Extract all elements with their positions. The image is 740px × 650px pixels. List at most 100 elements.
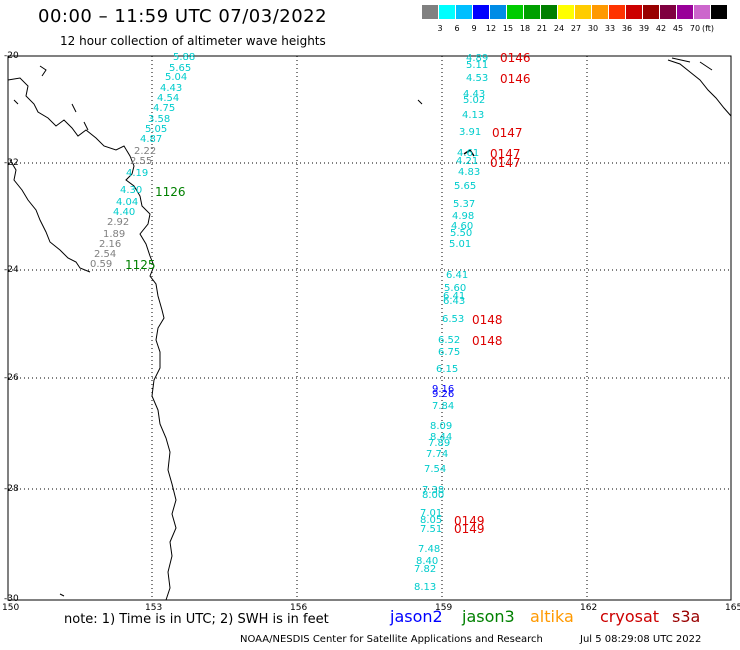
longitude-label: 150 [2,603,20,613]
color-swatch [643,5,659,19]
wave-height-reading: 5.37 [453,199,476,210]
australia-coastline [7,77,177,601]
wave-height-reading: 7.82 [414,564,437,575]
latitude-label: -24 [4,265,19,275]
wave-height-reading: 2.55 [130,156,153,167]
wave-height-reading: 3.58 [148,114,171,125]
satellite-legend-altika: altika [530,607,574,626]
longitude-label: 156 [290,603,308,613]
wave-height-reading: 4.87 [140,134,163,145]
longitude-label: 162 [580,603,598,613]
pass-number-label: 0146 [500,51,531,65]
wave-height-reading: 2.92 [107,217,130,228]
color-legend-label: 42 [655,24,667,33]
pass-number-label: 0149 [454,522,485,536]
wave-height-reading: 5.88 [173,52,196,63]
wave-height-reading: 5.60 [444,283,467,294]
wave-height-reading: 8.40 [416,556,439,567]
color-swatch [507,5,523,19]
color-swatch [626,5,642,19]
color-swatch [456,5,472,19]
wave-height-reading: 5.65 [454,181,477,192]
satellite-legend-jason3: jason3 [462,607,515,626]
color-swatch [575,5,591,19]
color-swatch [439,5,455,19]
satellite-legend-jason2: jason2 [390,607,443,626]
wave-height-reading: 2.16 [99,239,122,250]
map-subtitle: 12 hour collection of altimeter wave hei… [60,34,326,48]
color-legend-label: 18 [519,24,531,33]
wave-height-reading: 5.01 [449,239,472,250]
wave-height-reading: 5.11 [466,60,489,71]
pass-number-label: 0146 [500,72,531,86]
color-swatch [524,5,540,19]
wave-height-reading: 6.75 [438,347,461,358]
wave-height-reading: 7.48 [418,544,441,555]
color-legend-label: 27 [570,24,582,33]
wave-height-reading: 7.51 [420,524,443,535]
color-swatch [558,5,574,19]
color-swatch [660,5,676,19]
wave-height-reading: 3.91 [459,127,482,138]
wave-height-reading: 4.61 [457,148,480,159]
wave-height-reading: 8.44 [430,432,453,443]
wave-height-reading: 4.21 [456,156,479,167]
latitude-label: -26 [4,373,19,383]
color-swatch [473,5,489,19]
credit-text: NOAA/NESDIS Center for Satellite Applica… [240,634,543,645]
longitude-label: 159 [435,603,453,613]
pass-number-label: 0147 [492,126,523,140]
wave-height-reading: 7.89 [428,438,451,449]
color-swatch [490,5,506,19]
color-swatch [711,5,727,19]
wave-height-reading: 4.75 [153,103,176,114]
color-swatch [609,5,625,19]
wave-height-reading: 5.65 [169,63,192,74]
wave-height-reading: 7.74 [426,449,449,460]
color-swatch [541,5,557,19]
map-frame [7,55,732,601]
island-outline [13,65,89,131]
wave-height-reading: 6.15 [436,364,459,375]
color-legend-label: 33 [604,24,616,33]
wave-height-reading: 5.05 [145,124,168,135]
wave-height-reading: 4.43 [160,83,183,94]
latitude-label: -22 [4,158,19,168]
wave-height-reading: 2.54 [94,249,117,260]
color-legend-label: 9 [471,24,477,33]
wave-height-reading: 0.59 [90,259,113,270]
wave-height-reading: 8.13 [414,582,437,593]
pass-number-label: 0147 [490,147,521,161]
new-caledonia-coastline [667,57,732,117]
wave-height-reading: 4.43 [463,89,486,100]
satellite-legend-s3a: s3a [672,607,701,626]
color-swatch [694,5,710,19]
wave-height-reading: 4.30 [120,185,143,196]
island-outline [463,148,475,157]
pass-number-label: 0148 [472,313,503,327]
coast-detail [9,159,91,273]
wave-height-reading: 7.01 [420,508,443,519]
wave-height-reading: 5.50 [450,228,473,239]
generated-date: Jul 5 08:29:08 UTC 2022 [580,634,702,645]
latitude-label: -28 [4,484,19,494]
pass-number-label: 1126 [155,185,186,199]
pass-number-label: 0148 [472,334,503,348]
color-swatch [592,5,608,19]
longitude-label: 165 [725,603,740,613]
color-legend-label: 6 [454,24,460,33]
wave-height-reading: 6.53 [442,314,465,325]
color-swatch [677,5,693,19]
wave-height-reading: 4.83 [458,167,481,178]
wave-height-reading: 4.89 [466,53,489,64]
latitude-label: -20 [4,51,19,61]
latitude-label: -30 [4,594,19,604]
wave-height-reading: 4.13 [462,110,485,121]
wave-height-reading: 7.38 [422,485,445,496]
pass-number-label: 0149 [454,514,485,528]
wave-height-reading: 4.53 [466,73,489,84]
color-legend-label: 36 [621,24,633,33]
longitude-label: 153 [145,603,163,613]
color-legend-label: 70 [689,24,701,33]
